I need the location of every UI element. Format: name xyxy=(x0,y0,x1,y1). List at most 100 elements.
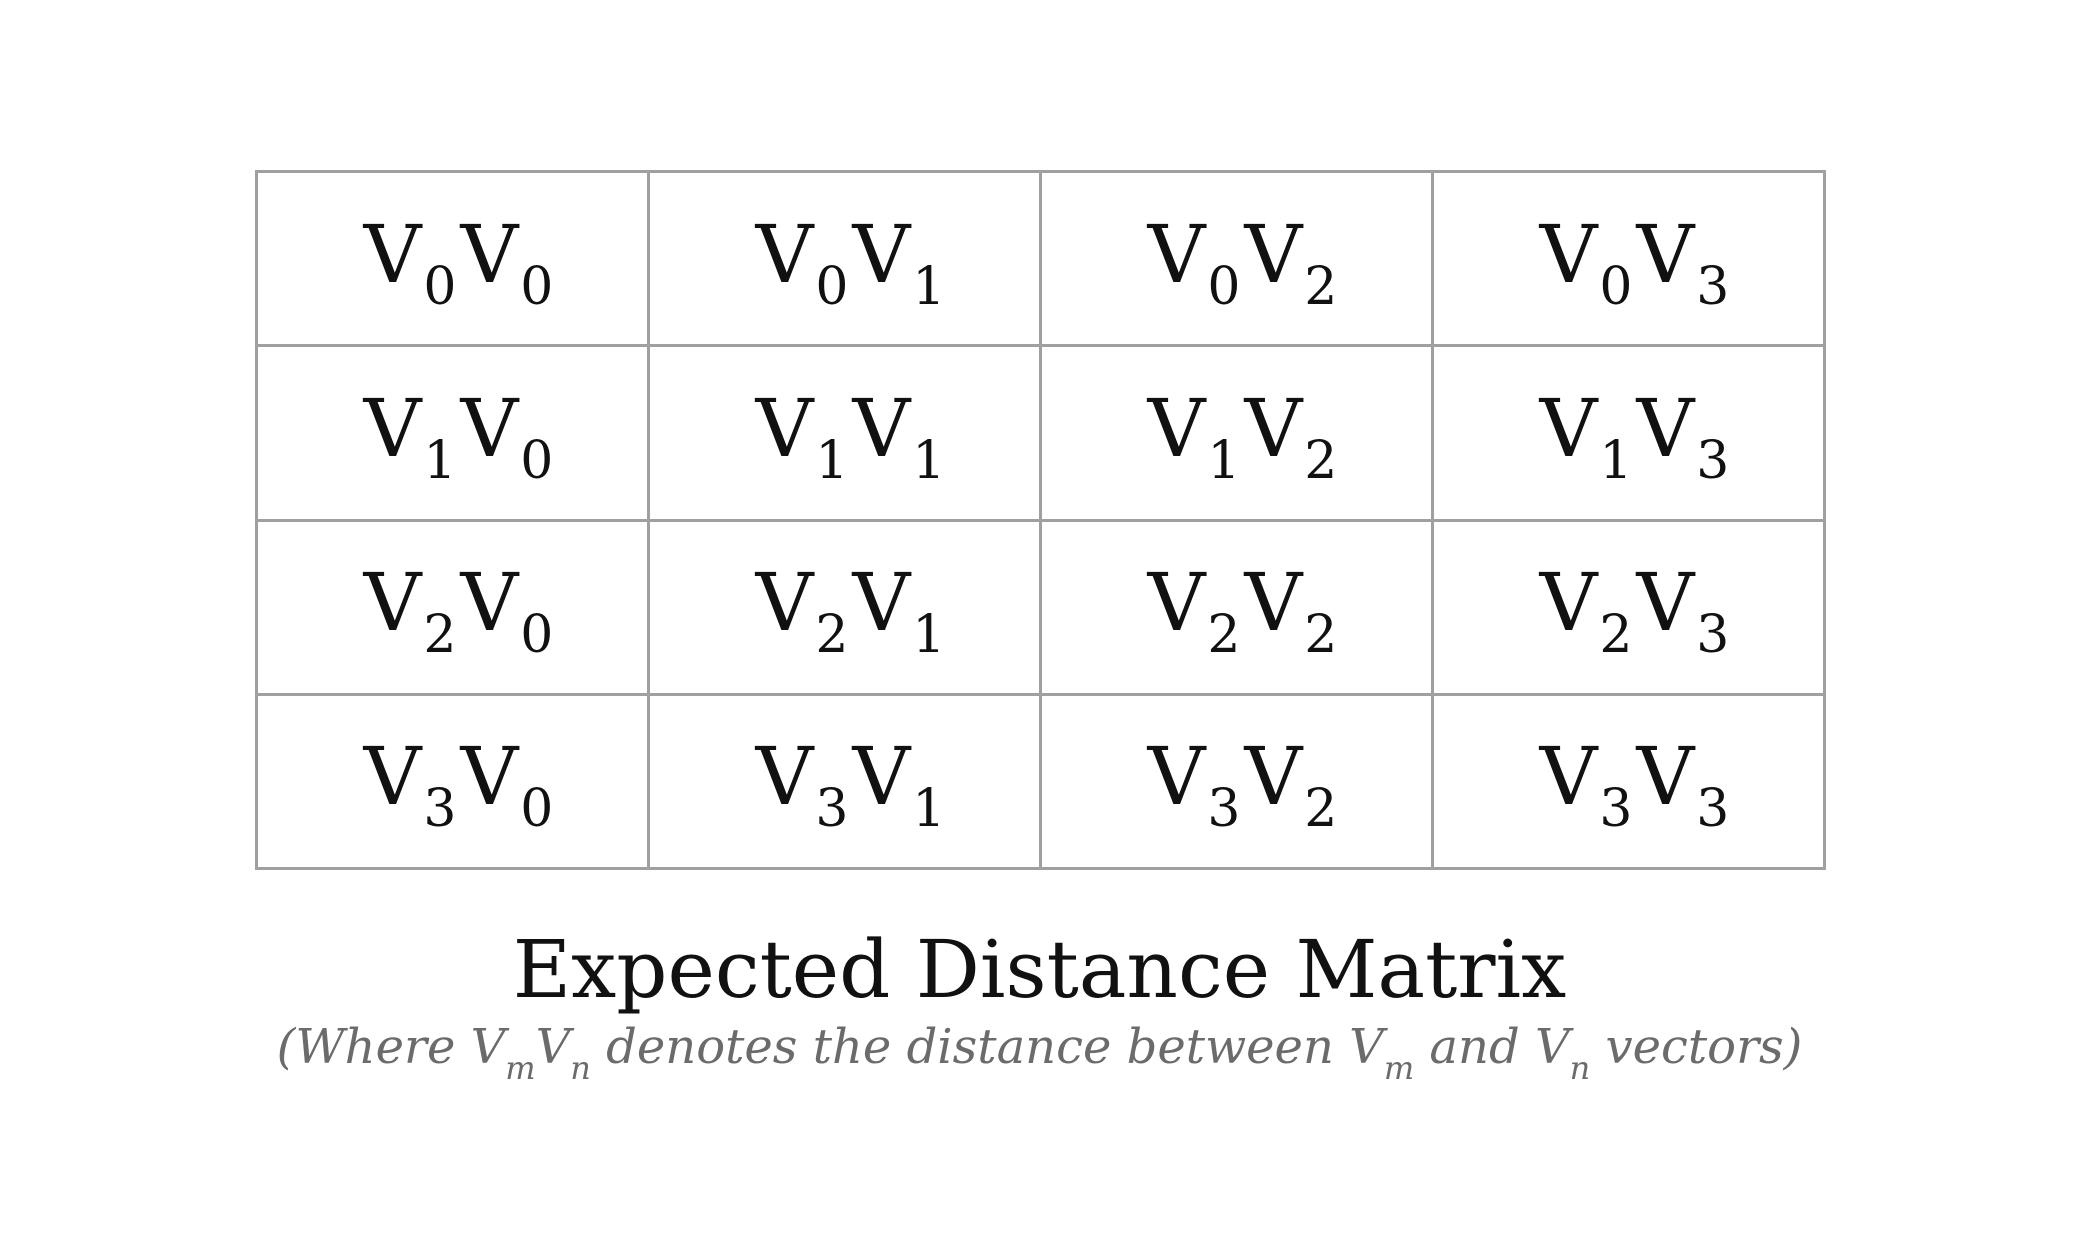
row-index-subscript: 0 xyxy=(1599,256,1633,317)
caption-sub-m-1: m xyxy=(505,1049,536,1087)
vector-pair: V1V1 xyxy=(756,388,950,487)
vector-symbol: V xyxy=(460,381,519,475)
vector-symbol: V xyxy=(1539,556,1598,650)
vector-symbol: V xyxy=(1244,556,1303,650)
column-index-subscript: 1 xyxy=(912,779,946,840)
vector-symbol: V xyxy=(1147,207,1206,301)
caption-v-2: V xyxy=(535,1019,571,1075)
vector-symbol: V xyxy=(1636,730,1695,824)
caption-sub-m-2: m xyxy=(1383,1049,1415,1087)
matrix-cell: V1V3 xyxy=(1431,344,1826,522)
vector-pair: V0V1 xyxy=(756,214,950,313)
vector-symbol: V xyxy=(460,556,519,650)
row-index-subscript: 3 xyxy=(1207,779,1241,840)
matrix-cell: V0V1 xyxy=(647,169,1042,348)
vector-symbol: V xyxy=(460,730,519,824)
matrix-row: V0V0 V0V1 V0V2 V0V3 xyxy=(255,169,1826,348)
matrix-cell: V3V3 xyxy=(1431,692,1826,871)
vector-symbol: V xyxy=(852,381,911,475)
matrix-cell: V3V1 xyxy=(647,692,1042,871)
column-index-subscript: 1 xyxy=(912,430,946,491)
column-index-subscript: 2 xyxy=(1304,605,1338,666)
vector-pair: V1V2 xyxy=(1148,388,1342,487)
row-index-subscript: 3 xyxy=(815,779,849,840)
row-index-subscript: 2 xyxy=(1207,605,1241,666)
vector-symbol: V xyxy=(755,207,814,301)
vector-pair: V2V3 xyxy=(1540,563,1734,662)
row-index-subscript: 2 xyxy=(423,605,457,666)
vector-pair: V0V0 xyxy=(364,214,558,313)
vector-symbol: V xyxy=(363,381,422,475)
vector-symbol: V xyxy=(755,381,814,475)
vector-symbol: V xyxy=(1636,207,1695,301)
caption-end: vectors) xyxy=(1590,1019,1803,1075)
column-index-subscript: 1 xyxy=(912,605,946,666)
caption-v-4: V xyxy=(1534,1019,1570,1075)
matrix-row: V1V0 V1V1 V1V2 V1V3 xyxy=(255,344,1826,522)
vector-pair: V1V0 xyxy=(364,388,558,487)
row-index-subscript: 3 xyxy=(423,779,457,840)
vector-symbol: V xyxy=(755,730,814,824)
caption-v-3: V xyxy=(1349,1019,1384,1075)
row-index-subscript: 1 xyxy=(1207,430,1241,491)
caption-sub-n-2: n xyxy=(1569,1049,1591,1087)
vector-pair: V3V3 xyxy=(1540,737,1734,836)
matrix-cell: V3V0 xyxy=(255,692,650,871)
column-index-subscript: 0 xyxy=(520,430,554,491)
vector-symbol: V xyxy=(363,730,422,824)
vector-symbol: V xyxy=(1147,730,1206,824)
column-index-subscript: 3 xyxy=(1696,605,1730,666)
vector-symbol: V xyxy=(852,730,911,824)
matrix-cell: V2V1 xyxy=(647,518,1042,696)
vector-symbol: V xyxy=(363,556,422,650)
column-index-subscript: 2 xyxy=(1304,256,1338,317)
column-index-subscript: 1 xyxy=(912,256,946,317)
distance-matrix-table: V0V0 V0V1 V0V2 V0V3 V1V0 V1V1 V1V2 V1V3 V2V0 V2V1… xyxy=(255,169,1826,871)
vector-pair: V2V0 xyxy=(364,563,558,662)
vector-symbol: V xyxy=(1244,207,1303,301)
matrix-cell: V0V0 xyxy=(255,169,650,348)
row-index-subscript: 0 xyxy=(423,256,457,317)
vector-symbol: V xyxy=(1244,381,1303,475)
vector-symbol: V xyxy=(1539,730,1598,824)
vector-pair: V2V2 xyxy=(1148,563,1342,662)
caption-open: (Where xyxy=(276,1019,471,1075)
vector-pair: V0V2 xyxy=(1148,214,1342,313)
row-index-subscript: 1 xyxy=(815,430,849,491)
vector-symbol: V xyxy=(1636,556,1695,650)
matrix-caption: (Where VmVn denotes the distance between… xyxy=(0,1023,2079,1084)
vector-pair: V1V3 xyxy=(1540,388,1734,487)
column-index-subscript: 0 xyxy=(520,256,554,317)
matrix-cell: V0V2 xyxy=(1039,169,1434,348)
caption-v-1: V xyxy=(470,1019,506,1075)
row-index-subscript: 0 xyxy=(815,256,849,317)
row-index-subscript: 2 xyxy=(1599,605,1633,666)
matrix-row: V3V0 V3V1 V3V2 V3V3 xyxy=(255,692,1826,871)
matrix-row: V2V0 V2V1 V2V2 V2V3 xyxy=(255,518,1826,696)
matrix-cell: V3V2 xyxy=(1039,692,1434,871)
row-index-subscript: 1 xyxy=(423,430,457,491)
matrix-body: V0V0 V0V1 V0V2 V0V3 V1V0 V1V1 V1V2 V1V3 V2V0 V2V1… xyxy=(255,169,1826,871)
column-index-subscript: 2 xyxy=(1304,430,1338,491)
row-index-subscript: 2 xyxy=(815,605,849,666)
matrix-cell: V2V3 xyxy=(1431,518,1826,696)
vector-symbol: V xyxy=(755,556,814,650)
matrix-cell: V0V3 xyxy=(1431,169,1826,348)
vector-symbol: V xyxy=(1636,381,1695,475)
vector-symbol: V xyxy=(1147,381,1206,475)
vector-symbol: V xyxy=(1244,730,1303,824)
vector-symbol: V xyxy=(852,556,911,650)
vector-symbol: V xyxy=(1147,556,1206,650)
vector-symbol: V xyxy=(363,207,422,301)
row-index-subscript: 1 xyxy=(1599,430,1633,491)
matrix-title: Expected Distance Matrix xyxy=(512,923,1567,1016)
vector-pair: V3V1 xyxy=(756,737,950,836)
column-index-subscript: 3 xyxy=(1696,256,1730,317)
vector-symbol: V xyxy=(852,207,911,301)
column-index-subscript: 3 xyxy=(1696,430,1730,491)
caption-and: and xyxy=(1414,1019,1535,1075)
caption-sub-n-1: n xyxy=(570,1049,591,1087)
row-index-subscript: 3 xyxy=(1599,779,1633,840)
matrix-cell: V2V0 xyxy=(255,518,650,696)
matrix-cell: V1V2 xyxy=(1039,344,1434,522)
